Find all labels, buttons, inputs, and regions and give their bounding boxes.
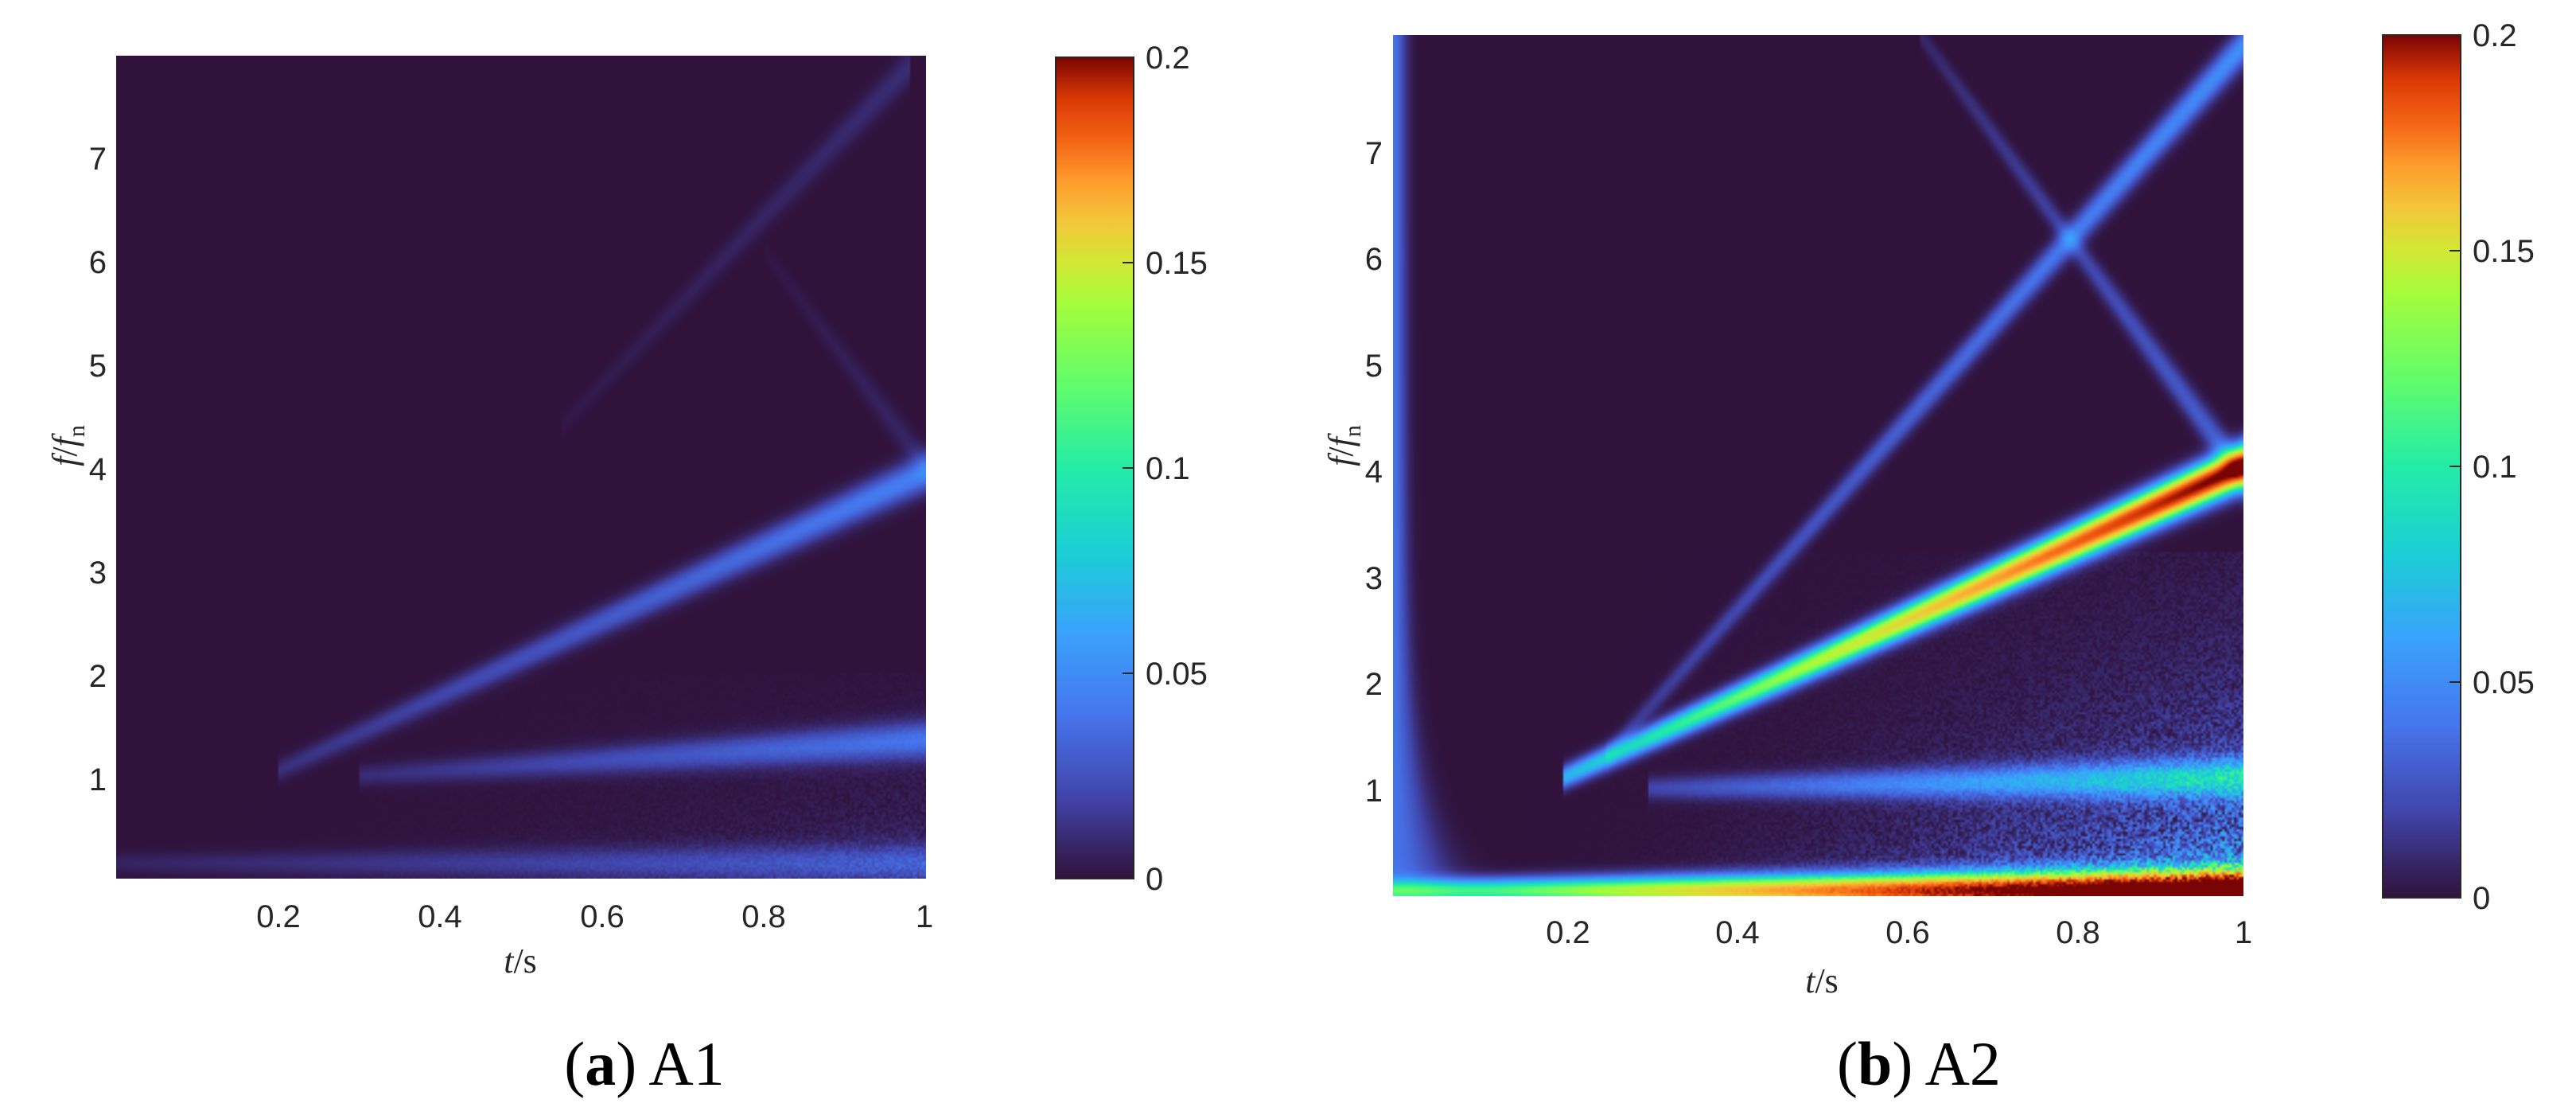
colorbar-gradient-a — [1055, 57, 1134, 879]
colorbar-tick-label: 0.1 — [2473, 450, 2517, 485]
panel-b: 0.2 0.4 0.6 0.8 1 1 2 3 4 5 6 7 t/s f/fn… — [1321, 18, 2535, 1098]
heatmap-image-a — [116, 56, 926, 879]
x-tick-label: 0.8 — [741, 899, 786, 934]
colorbar-gradient-b — [2382, 34, 2461, 899]
y-ticks-b: 1 2 3 4 5 6 7 — [1365, 136, 1383, 809]
x-tick-label: 0.6 — [1885, 915, 1930, 950]
x-tick-label: 1 — [916, 899, 933, 934]
x-axis-label-b: t/s — [1805, 961, 1839, 1000]
y-tick-label: 1 — [89, 762, 107, 797]
x-tick-label: 0.2 — [1546, 915, 1590, 950]
y-tick-label: 1 — [1365, 774, 1383, 809]
caption-b: (b) A2 — [1837, 1029, 2001, 1098]
y-tick-label: 7 — [89, 142, 107, 177]
y-tick-label: 6 — [89, 245, 107, 280]
y-tick-label: 2 — [89, 659, 107, 694]
x-ticks-b: 0.2 0.4 0.6 0.8 1 — [1546, 915, 2252, 950]
colorbar-tick-label: 0.15 — [2473, 234, 2535, 269]
y-tick-label: 5 — [89, 349, 107, 384]
x-tick-label: 0.6 — [580, 899, 625, 934]
y-tick-label: 3 — [89, 556, 107, 591]
y-tick-label: 2 — [1365, 667, 1383, 702]
y-tick-label: 4 — [89, 452, 107, 487]
y-tick-label: 3 — [1365, 561, 1383, 596]
colorbar-tick-label: 0.05 — [2473, 665, 2535, 700]
colorbar-tick-label: 0.05 — [1146, 657, 1208, 692]
x-axis-label-a: t/s — [504, 942, 537, 980]
y-tick-label: 5 — [1365, 349, 1383, 384]
caption-a: (a) A1 — [564, 1029, 725, 1098]
x-tick-label: 0.8 — [2056, 915, 2100, 950]
x-tick-label: 0.4 — [418, 899, 462, 934]
y-tick-label: 7 — [1365, 136, 1383, 171]
y-tick-label: 6 — [1365, 242, 1383, 277]
x-tick-label: 0.2 — [256, 899, 301, 934]
colorbar-tick-label: 0.1 — [1146, 451, 1190, 486]
colorbar-tick-label: 0.15 — [1146, 246, 1208, 281]
y-tick-label: 4 — [1365, 454, 1383, 489]
x-tick-label: 1 — [2235, 915, 2252, 950]
y-ticks-a: 1 2 3 4 5 6 7 — [89, 142, 107, 797]
colorbar-tick-label: 0.2 — [2473, 18, 2517, 53]
colorbar-a: 0 0.05 0.1 0.15 0.2 — [1055, 41, 1208, 897]
heatmap-b — [1393, 35, 2243, 896]
colorbar-b: 0 0.05 0.1 0.15 0.2 — [2382, 18, 2535, 916]
heatmap-a — [116, 56, 926, 879]
colorbar-tick-label: 0.2 — [1146, 41, 1190, 76]
x-tick-label: 0.4 — [1715, 915, 1760, 950]
panel-a: 0.2 0.4 0.6 0.8 1 1 2 3 4 5 6 7 t/s f/fn… — [45, 41, 1208, 1098]
x-ticks-a: 0.2 0.4 0.6 0.8 1 — [256, 899, 933, 934]
colorbar-tick-label: 0 — [1146, 862, 1163, 897]
colorbar-tick-label: 0 — [2473, 881, 2490, 916]
y-axis-label-a: f/fn — [45, 425, 90, 466]
y-axis-label-b: f/fn — [1321, 425, 1366, 466]
heatmap-image-b — [1393, 35, 2243, 896]
